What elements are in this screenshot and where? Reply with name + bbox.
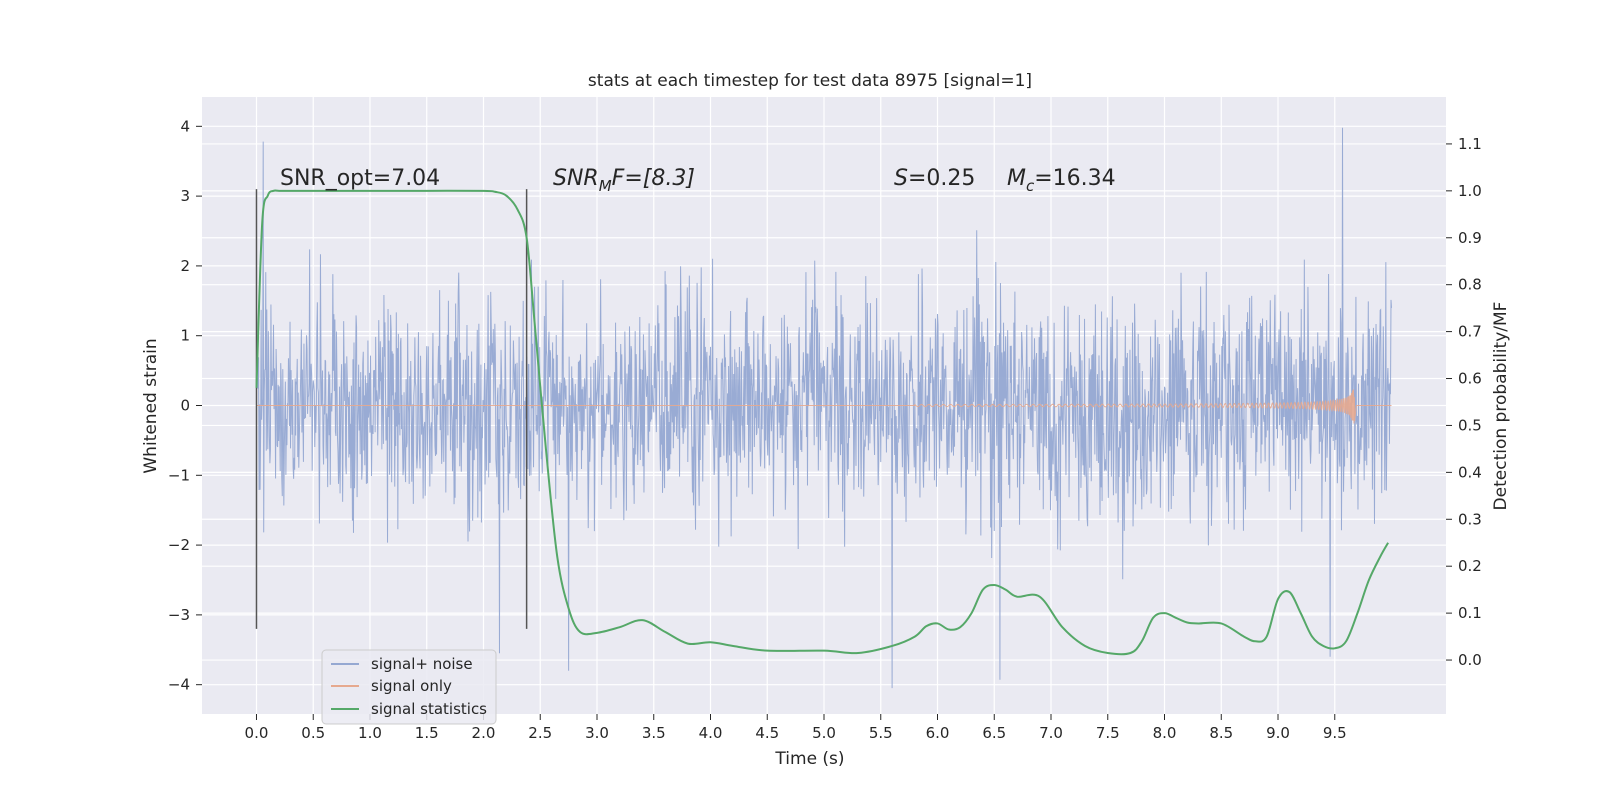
annotation-mc-sub: c	[1026, 177, 1035, 195]
x-tick-label: 3.0	[585, 724, 609, 742]
y-tick-label: −3	[168, 606, 190, 624]
chart-title: stats at each timestep for test data 897…	[588, 71, 1032, 91]
axes-layer: 0.0 0.5 1.0 1.5 2.0 2.5 3.0 3.5 4.0 4.5 5.0 5.5 6.0 6…	[168, 117, 1482, 742]
x-tick-label: 4.5	[755, 724, 779, 742]
series-signal-only	[256, 389, 1392, 424]
x-tick-label: 9.5	[1323, 724, 1347, 742]
y-tick-label: 4	[180, 117, 190, 135]
x-tick-label: 8.0	[1153, 724, 1177, 742]
x-tick-label: 5.0	[812, 724, 836, 742]
x-tick-label: 0.0	[245, 724, 269, 742]
x-tick-label: 4.0	[699, 724, 723, 742]
y2-tick-label: 0.5	[1458, 416, 1482, 434]
y-tick-label: 1	[180, 327, 190, 345]
annotation-mc: Mc=16.34	[1007, 166, 1116, 195]
legend-box	[321, 649, 497, 725]
legend-label-signal-statistics: signal statistics	[371, 700, 487, 718]
signal-only-line	[256, 389, 1392, 424]
y-tick-label: −2	[168, 536, 190, 554]
annotation-snr-mf-main: SNR	[553, 166, 599, 191]
y2-tick-label: 0.2	[1458, 557, 1482, 575]
y2-tick-label: 0.3	[1458, 510, 1482, 528]
x-tick-label: 9.0	[1266, 724, 1290, 742]
series-signal-noise	[255, 127, 1393, 689]
y2-tick-label: 0.8	[1458, 276, 1482, 294]
annotation-snr-mf: SNRMF=[8.3]	[553, 166, 695, 195]
x-tick-label: 6.5	[982, 724, 1006, 742]
legend-label-signal-only: signal only	[371, 677, 452, 695]
series-signal-statistics	[255, 189, 1389, 656]
marker-lines	[255, 189, 528, 629]
legend: signal+ noise signal only signal statist…	[321, 649, 497, 725]
annotation-s-rest: =0.25	[908, 166, 975, 191]
annotation-snr-mf-rest: F=[8.3]	[612, 166, 695, 191]
annotation-s: S=0.25	[894, 166, 975, 191]
y2-tick-label: 0.1	[1458, 604, 1482, 622]
y2-tick-label: 0.7	[1458, 323, 1482, 341]
y2-tick-label: 1.1	[1458, 135, 1482, 153]
x-tick-label: 2.5	[528, 724, 552, 742]
y2-axis-label: Detection probability/MF	[1491, 302, 1511, 511]
x-tick-label: 7.0	[1039, 724, 1063, 742]
annotation-s-main: S	[894, 166, 908, 191]
x-tick-label: 2.0	[472, 724, 496, 742]
y2-tick-label: 0.0	[1458, 651, 1482, 669]
x-tick-label: 1.0	[358, 724, 382, 742]
y-tick-label: 0	[180, 397, 190, 415]
annotation-snr-opt: SNR_opt=7.04	[280, 166, 440, 191]
y2-tick-label: 0.9	[1458, 229, 1482, 247]
y-tick-label: −1	[168, 466, 190, 484]
x-tick-label: 3.5	[642, 724, 666, 742]
y-tick-label: −4	[168, 676, 190, 694]
y-tick-label: 3	[180, 187, 190, 205]
x-tick-label: 1.5	[415, 724, 439, 742]
x-tick-label: 8.5	[1209, 724, 1233, 742]
annotation-mc-main: M	[1007, 166, 1026, 191]
x-tick-label: 6.0	[926, 724, 950, 742]
x-axis-label: Time (s)	[774, 749, 844, 769]
y2-tick-label: 1.0	[1458, 182, 1482, 200]
x-tick-label: 7.5	[1096, 724, 1120, 742]
x-tick-label: 0.5	[301, 724, 325, 742]
y-tick-label: 2	[180, 257, 190, 275]
y2-tick-label: 0.6	[1458, 370, 1482, 388]
legend-label-signal-noise: signal+ noise	[371, 655, 473, 673]
x-tick-label: 5.5	[869, 724, 893, 742]
y2-tick-label: 0.4	[1458, 463, 1482, 481]
y-axis-label: Whitened strain	[141, 338, 161, 473]
annotation-mc-rest: =16.34	[1034, 166, 1115, 191]
signal-statistics-line	[255, 189, 1389, 656]
signal-noise-line	[255, 127, 1393, 689]
annotation-snr-mf-sub: M	[599, 177, 612, 195]
